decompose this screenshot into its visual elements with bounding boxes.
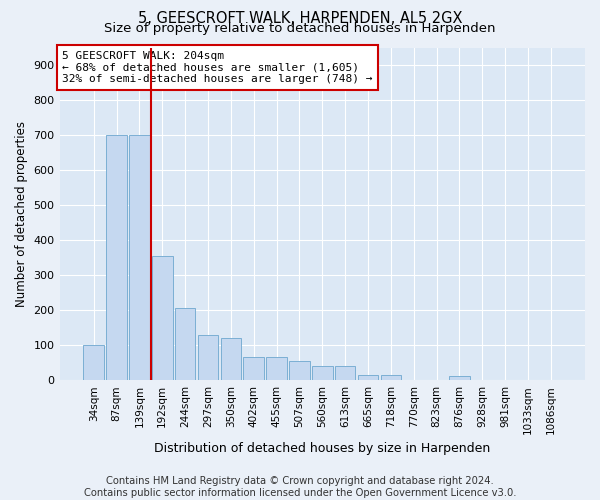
Bar <box>106 135 127 380</box>
Bar <box>129 135 150 380</box>
Text: 5 GEESCROFT WALK: 204sqm
← 68% of detached houses are smaller (1,605)
32% of sem: 5 GEESCROFT WALK: 204sqm ← 68% of detach… <box>62 51 373 84</box>
Bar <box>358 375 378 380</box>
Y-axis label: Number of detached properties: Number of detached properties <box>15 121 28 307</box>
Bar <box>152 256 173 380</box>
Bar <box>312 366 332 380</box>
Text: 5, GEESCROFT WALK, HARPENDEN, AL5 2GX: 5, GEESCROFT WALK, HARPENDEN, AL5 2GX <box>138 11 462 26</box>
Bar <box>449 376 470 380</box>
Bar <box>221 338 241 380</box>
Bar <box>289 361 310 380</box>
Bar <box>244 358 264 380</box>
Bar <box>335 366 355 380</box>
Bar <box>380 375 401 380</box>
Text: Size of property relative to detached houses in Harpenden: Size of property relative to detached ho… <box>104 22 496 35</box>
Bar <box>266 358 287 380</box>
Bar <box>175 308 196 380</box>
Text: Contains HM Land Registry data © Crown copyright and database right 2024.
Contai: Contains HM Land Registry data © Crown c… <box>84 476 516 498</box>
Bar <box>83 345 104 380</box>
Bar <box>198 334 218 380</box>
X-axis label: Distribution of detached houses by size in Harpenden: Distribution of detached houses by size … <box>154 442 490 455</box>
